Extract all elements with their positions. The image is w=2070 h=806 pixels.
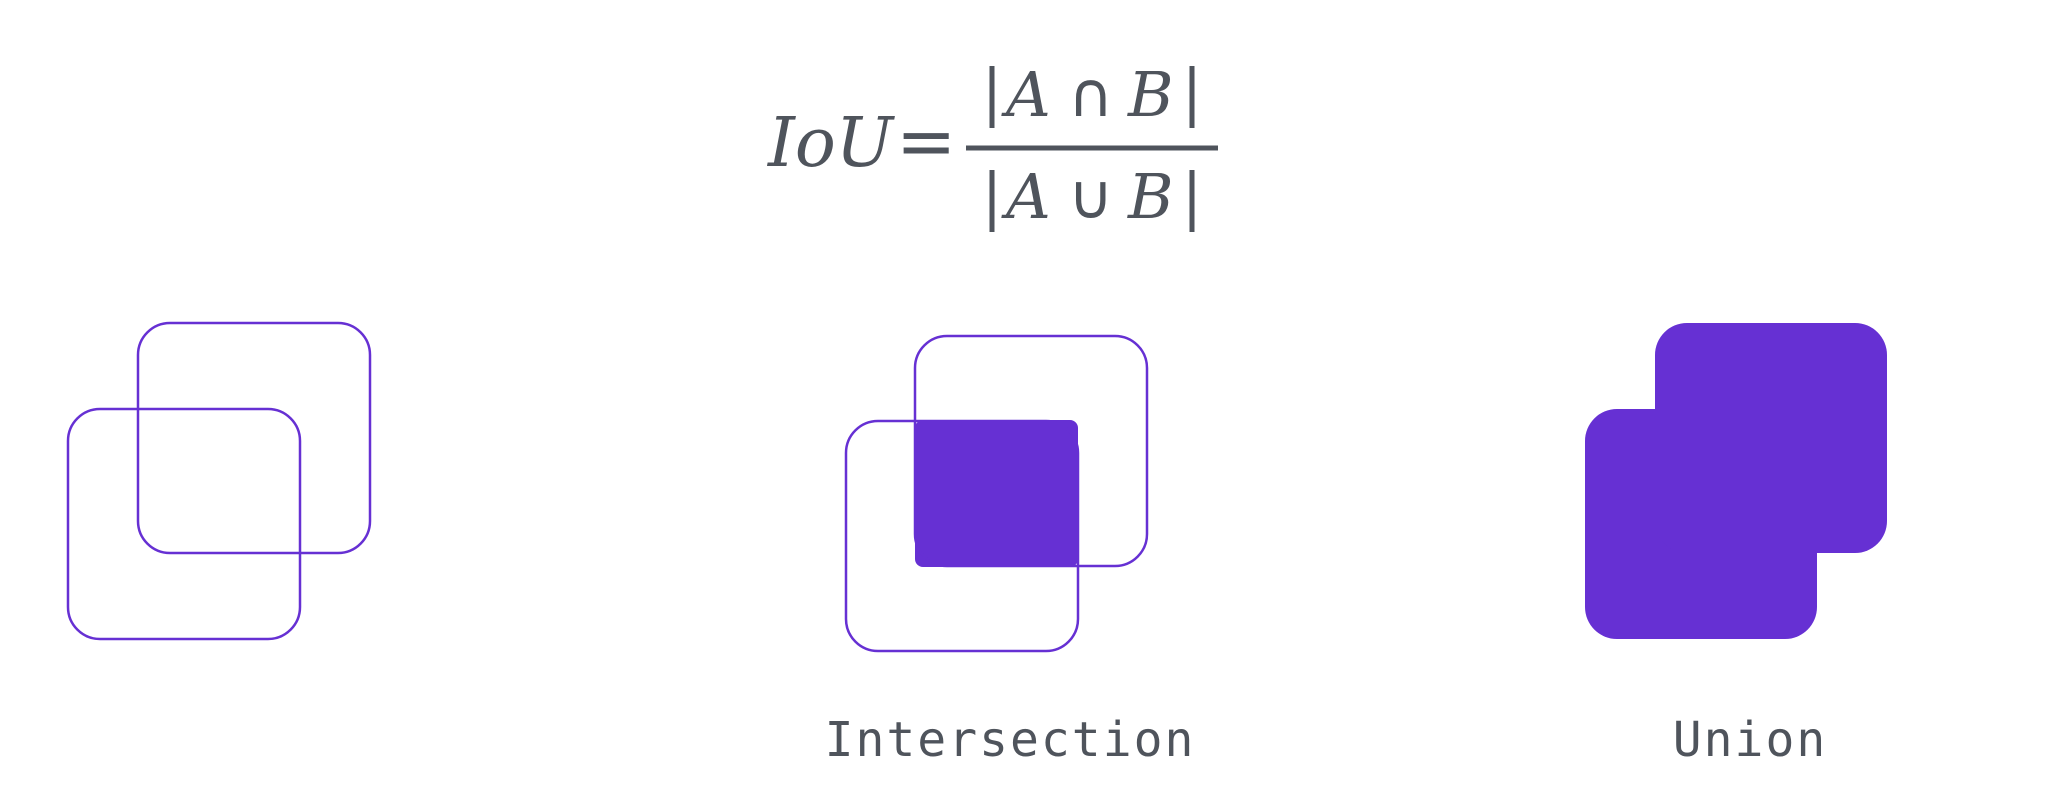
union-caption: Union [1673,712,1828,768]
intersection-area [915,420,1078,567]
intersection-caption: Intersection [825,712,1196,768]
box-a-outline [844,419,1080,653]
union-panel: Union [1585,323,1887,768]
intersection-panel: Intersection [825,334,1196,768]
denominator-union-symbol: ∪ [1068,160,1113,233]
numerator-set-a: A [1001,58,1051,131]
formula-numerator: A ∩ B [989,58,1195,131]
formula-lhs: IoU [766,104,896,183]
box-b-outline [913,334,1149,568]
box-b-filled [1655,323,1887,553]
denominator-set-b: B [1127,160,1174,233]
numerator-intersection-symbol: ∩ [1068,58,1113,131]
overlapping-boxes-panel [66,321,372,641]
denominator-set-a: A [1001,160,1051,233]
box-b-outline [136,321,372,555]
numerator-set-b: B [1127,58,1174,131]
box-a-outline [66,407,302,641]
iou-formula: IoU = A ∩ B A ∪ B [766,58,1218,233]
formula-denominator: A ∪ B [989,160,1195,233]
formula-equals: = [896,99,956,183]
